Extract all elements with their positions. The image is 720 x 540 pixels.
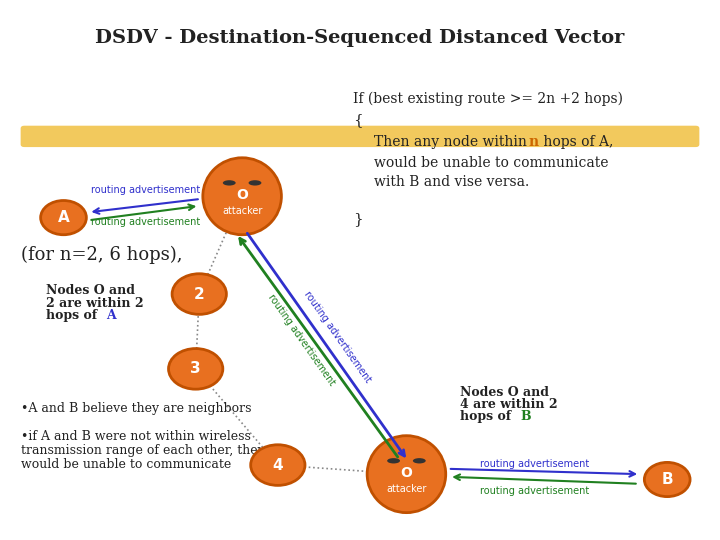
Text: Then any node within: Then any node within	[374, 135, 531, 148]
Text: transmission range of each other, they: transmission range of each other, they	[21, 444, 264, 457]
Ellipse shape	[172, 274, 226, 314]
Text: hops of: hops of	[460, 410, 516, 423]
Text: A: A	[58, 210, 69, 225]
Text: routing advertisement: routing advertisement	[266, 292, 337, 387]
Ellipse shape	[222, 180, 235, 186]
Ellipse shape	[413, 458, 426, 463]
Text: 2 are within 2: 2 are within 2	[45, 296, 143, 309]
Ellipse shape	[644, 462, 690, 497]
Text: Nodes O and: Nodes O and	[45, 284, 135, 297]
Ellipse shape	[40, 200, 86, 235]
Text: with B and vise versa.: with B and vise versa.	[374, 175, 529, 189]
FancyBboxPatch shape	[21, 126, 699, 147]
Ellipse shape	[168, 348, 222, 389]
Text: (for n=2, 6 hops),: (for n=2, 6 hops),	[21, 246, 182, 264]
Ellipse shape	[367, 436, 446, 512]
Text: {: {	[353, 113, 363, 127]
Text: 4: 4	[273, 457, 283, 472]
Text: B: B	[662, 472, 673, 487]
Ellipse shape	[248, 180, 261, 186]
Text: routing advertisement: routing advertisement	[91, 217, 200, 227]
Text: }: }	[353, 212, 363, 226]
Text: attacker: attacker	[386, 484, 427, 494]
Text: 3: 3	[190, 361, 201, 376]
Text: A: A	[107, 309, 116, 322]
Ellipse shape	[203, 158, 282, 235]
Text: hops of: hops of	[45, 309, 101, 322]
Text: •A and B believe they are neighbors: •A and B believe they are neighbors	[21, 402, 251, 415]
Ellipse shape	[387, 458, 400, 463]
Text: routing advertisement: routing advertisement	[91, 185, 200, 195]
Text: •if A and B were not within wireless: •if A and B were not within wireless	[21, 430, 251, 443]
Text: Nodes O and: Nodes O and	[460, 387, 549, 400]
Text: DSDV - Destination-Sequenced Distanced Vector: DSDV - Destination-Sequenced Distanced V…	[95, 29, 625, 46]
Text: would be unable to communicate: would be unable to communicate	[21, 458, 231, 471]
Text: hops of A,: hops of A,	[539, 135, 613, 148]
Text: If (best existing route >= 2n +2 hops): If (best existing route >= 2n +2 hops)	[353, 92, 623, 106]
Text: routing advertisement: routing advertisement	[480, 487, 590, 496]
Text: routing advertisement: routing advertisement	[480, 459, 590, 469]
Text: O: O	[400, 466, 413, 480]
Text: would be unable to communicate: would be unable to communicate	[374, 156, 609, 170]
Text: O: O	[236, 188, 248, 202]
Text: attacker: attacker	[222, 206, 262, 216]
Text: 2: 2	[194, 287, 204, 301]
Text: routing advertisement: routing advertisement	[302, 289, 372, 384]
Ellipse shape	[251, 445, 305, 485]
Text: n: n	[528, 135, 539, 148]
Text: B: B	[520, 410, 531, 423]
Text: 4 are within 2: 4 are within 2	[460, 398, 558, 411]
